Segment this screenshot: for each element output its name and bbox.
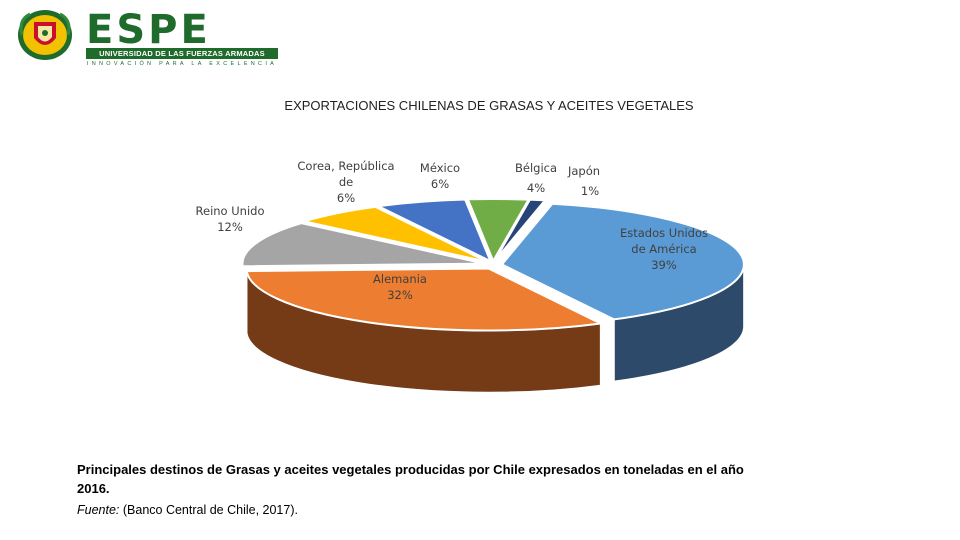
university-header: ESPE UNIVERSIDAD DE LAS FUERZAS ARMADAS … (14, 7, 284, 67)
slice-label-estados-unidos-de-america: Estados Unidos de América (620, 226, 708, 256)
slice-reino-unido (241, 222, 485, 268)
pie-labels: Estados Unidos de América 39% Alemania 32% Re… (196, 159, 709, 302)
slice-belgica (466, 197, 531, 264)
slice-estados-unidos-de-america (500, 202, 745, 321)
logo-subtitle: UNIVERSIDAD DE LAS FUERZAS ARMADAS (86, 48, 278, 59)
slice-label-japon: Japón (567, 164, 600, 178)
slice-japon (493, 198, 547, 262)
university-seal-icon (18, 10, 72, 60)
slice-percent-corea-republica-de: 6% (337, 191, 355, 205)
slice-percent-estados-unidos-de-america: 39% (651, 258, 677, 272)
slice-label-reino-unido: Reino Unido (196, 204, 265, 218)
slice-percent-reino-unido: 12% (217, 220, 243, 234)
slice-label-belgica: Bélgica (515, 161, 557, 175)
slice-label-corea-republica-de: Corea, República de (297, 159, 394, 189)
slice-mexico (374, 198, 493, 264)
slice-percent-alemania: 32% (387, 288, 413, 302)
logo-wordmark: ESPE (86, 7, 211, 53)
slice-label-mexico: México (420, 161, 460, 175)
figure-source: Fuente: (Banco Central de Chile, 2017). (77, 503, 298, 517)
slice-alemania (245, 267, 605, 332)
pie-top-faces (241, 197, 745, 332)
logo-motto: INNOVACIÓN PARA LA EXCELENCIA (86, 61, 278, 67)
slice-percent-mexico: 6% (431, 177, 449, 191)
slice-percent-belgica: 4% (527, 181, 545, 195)
chart-title: EXPORTACIONES CHILENAS DE GRASAS Y ACEIT… (284, 98, 693, 113)
source-text: (Banco Central de Chile, 2017). (119, 503, 298, 517)
slice-corea-republica-de (300, 205, 488, 263)
slice-percent-japon: 1% (581, 184, 599, 198)
source-label: Fuente: (77, 503, 120, 517)
figure-caption: Principales destinos de Grasas y aceites… (77, 462, 744, 496)
slice-label-alemania: Alemania (373, 272, 427, 286)
